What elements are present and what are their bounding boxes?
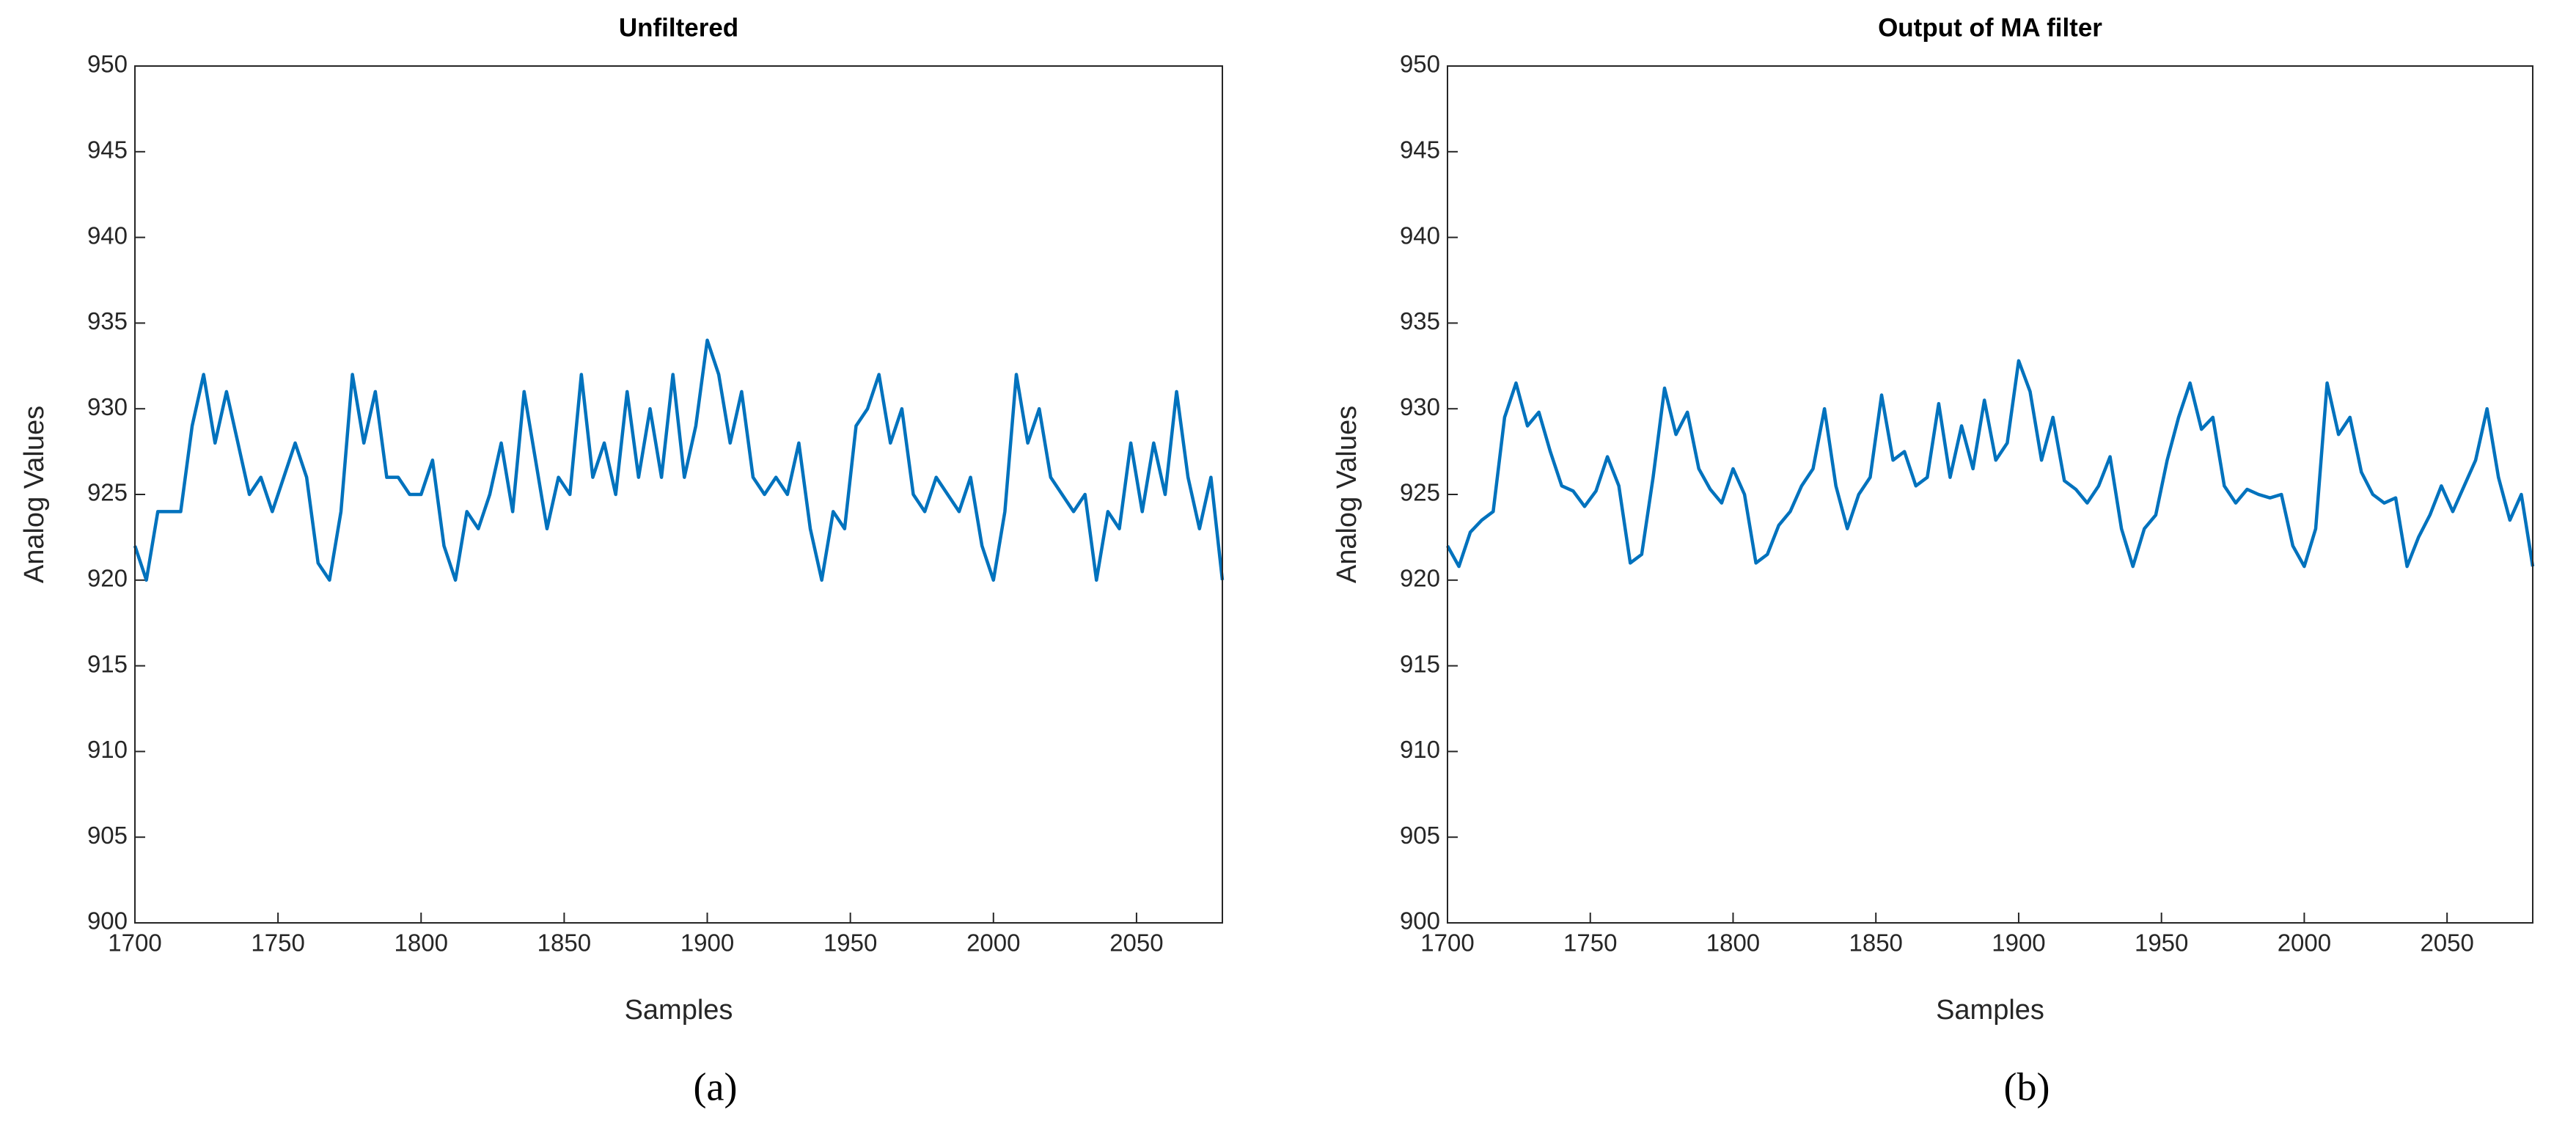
x-tick-label: 1850 bbox=[537, 929, 591, 957]
y-tick-label: 910 bbox=[87, 736, 128, 763]
caption: (a) bbox=[694, 1064, 738, 1108]
y-tick-label: 925 bbox=[87, 479, 128, 506]
y-tick-label: 945 bbox=[87, 136, 128, 164]
y-tick-label: 950 bbox=[1400, 51, 1440, 78]
y-tick-label: 900 bbox=[1400, 907, 1440, 935]
y-tick-label: 950 bbox=[87, 51, 128, 78]
y-tick-label: 935 bbox=[87, 307, 128, 335]
x-tick-label: 1950 bbox=[823, 929, 877, 957]
x-tick-label: 1900 bbox=[1992, 929, 2045, 957]
caption: (b) bbox=[2004, 1064, 2050, 1108]
y-tick-label: 905 bbox=[87, 822, 128, 849]
y-tick-label: 935 bbox=[1400, 307, 1440, 335]
chart-title: Output of MA filter bbox=[1878, 13, 2102, 42]
x-tick-label: 1700 bbox=[1420, 929, 1474, 957]
x-tick-label: 2050 bbox=[1109, 929, 1163, 957]
y-tick-label: 920 bbox=[87, 565, 128, 592]
chart: Unfiltered 900 905 910 915 920 925 930 935 940 945… bbox=[19, 13, 1225, 1108]
axes-box bbox=[1447, 65, 2533, 924]
y-tick-label: 915 bbox=[87, 650, 128, 677]
x-tick-label: 1850 bbox=[1849, 929, 1902, 957]
y-tick-label: 920 bbox=[1400, 565, 1440, 592]
x-axis-label: Samples bbox=[1936, 995, 2044, 1026]
x-tick-label: 1800 bbox=[395, 929, 448, 957]
y-tick-label: 940 bbox=[1400, 222, 1440, 249]
data-line bbox=[1446, 359, 2535, 569]
y-tick-label: 940 bbox=[87, 222, 128, 249]
chart-title: Unfiltered bbox=[619, 13, 738, 42]
y-axis-label: Analog Values bbox=[1332, 406, 1362, 583]
y-tick-label: 915 bbox=[1400, 650, 1440, 677]
x-tick-label: 1800 bbox=[1706, 929, 1760, 957]
x-tick-label: 1750 bbox=[251, 929, 304, 957]
y-tick-label: 945 bbox=[1400, 136, 1440, 164]
x-tick-label: 2000 bbox=[966, 929, 1020, 957]
y-tick-label: 905 bbox=[1400, 822, 1440, 849]
x-axis-label: Samples bbox=[625, 995, 733, 1026]
y-tick-label: 900 bbox=[87, 907, 128, 935]
data-line bbox=[133, 338, 1225, 582]
y-tick-label: 930 bbox=[1400, 393, 1440, 420]
x-tick-label: 1700 bbox=[108, 929, 161, 957]
y-tick-label: 910 bbox=[1400, 736, 1440, 763]
x-tick-label: 1900 bbox=[680, 929, 734, 957]
axes-box bbox=[134, 65, 1223, 924]
y-tick-label: 925 bbox=[1400, 479, 1440, 506]
y-tick-label: 930 bbox=[87, 393, 128, 420]
chart: Output of MA filter 900 905 910 915 920 925 930… bbox=[1332, 13, 2535, 1108]
x-tick-label: 2000 bbox=[2278, 929, 2331, 957]
y-axis-label: Analog Values bbox=[19, 406, 50, 583]
x-tick-label: 2050 bbox=[2420, 929, 2473, 957]
x-tick-label: 1750 bbox=[1563, 929, 1617, 957]
x-tick-label: 1950 bbox=[2135, 929, 2188, 957]
